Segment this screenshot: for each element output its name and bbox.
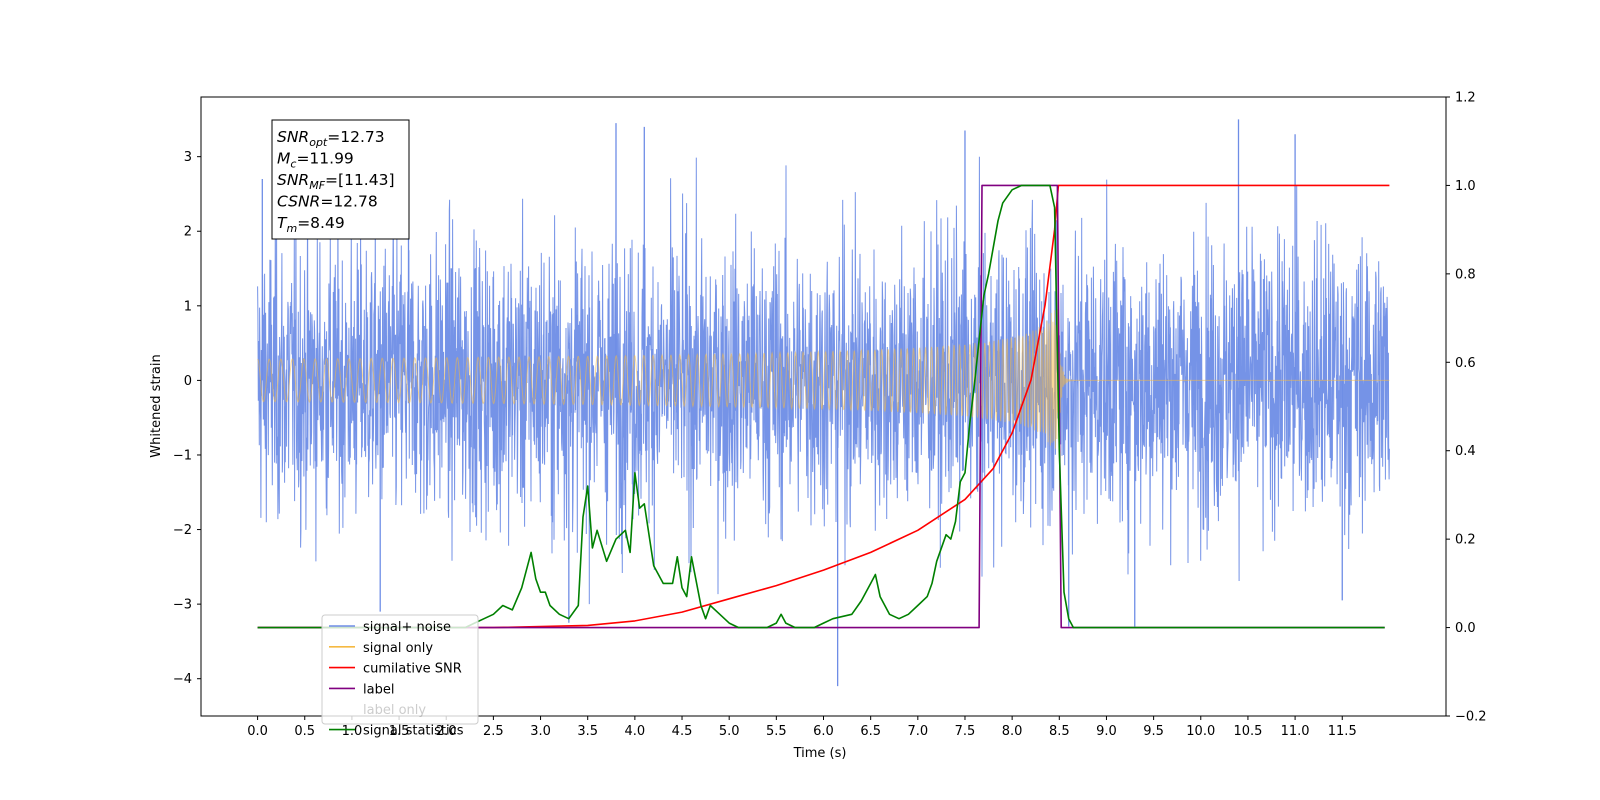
x-tick-label-19: 9.5 — [1143, 724, 1164, 739]
y2-tick-label-1: 0.0 — [1455, 621, 1476, 636]
x-tick-label-4: 2.0 — [436, 724, 457, 739]
x-tick-label-15: 7.5 — [955, 724, 976, 739]
x-tick-label-2: 1.0 — [342, 724, 363, 739]
x-tick-label-21: 10.5 — [1233, 724, 1262, 739]
y-tick-label-5: 1 — [184, 299, 192, 314]
series-signal-noise — [257, 119, 1390, 687]
y2-tick-label-7: 1.2 — [1455, 91, 1476, 106]
y2-tick-label-3: 0.4 — [1455, 444, 1476, 459]
x-tick-label-6: 3.0 — [530, 724, 551, 739]
y-tick-label-3: −1 — [173, 448, 192, 463]
x-tick-label-12: 6.0 — [813, 724, 834, 739]
y2-tick-label-2: 0.2 — [1455, 533, 1476, 548]
y-tick-label-1: −3 — [173, 598, 192, 613]
y-tick-label-7: 3 — [184, 150, 192, 165]
y-tick-label-0: −4 — [173, 672, 192, 687]
x-tick-label-3: 1.5 — [389, 724, 410, 739]
legend: signal+ noise signal only cumilative SNR la… — [321, 614, 479, 739]
x-tick-label-16: 8.0 — [1002, 724, 1023, 739]
legend-label-label: label — [363, 682, 394, 697]
y-tick-label-2: −2 — [173, 523, 192, 538]
x-tick-label-0: 0.0 — [247, 724, 268, 739]
y-axis-label: Whitened strain — [149, 354, 164, 457]
series-signal-noise-trace — [257, 156, 1390, 605]
legend-label-signal-statistics: signal statistics — [363, 724, 464, 739]
y2-tick-label-6: 1.0 — [1455, 179, 1476, 194]
axes-layer: 0.0 0.5 1.0 1.5 2.0 2.5 3.0 3.5 4.0 4.5 5.0 5.5 6.0 6… — [173, 91, 1487, 740]
series-layer — [257, 119, 1390, 687]
annotation-box: SNRopt=12.73Mc=11.99SNRMF=[11.43]CSNR=12… — [271, 119, 410, 240]
series-signal-only — [257, 309, 1390, 449]
x-tick-label-7: 3.5 — [577, 724, 598, 739]
y2-tick-label-0: −0.2 — [1455, 710, 1487, 725]
x-axis-label: Time (s) — [793, 746, 847, 761]
x-tick-label-9: 4.5 — [672, 724, 693, 739]
x-tick-label-17: 8.5 — [1049, 724, 1070, 739]
series-signal-statistics — [257, 184, 1385, 629]
annotation-line-4: Tm=8.49 — [277, 214, 345, 235]
x-tick-label-11: 5.5 — [766, 724, 787, 739]
x-tick-label-23: 11.5 — [1328, 724, 1357, 739]
legend-frame — [321, 614, 479, 725]
x-tick-label-18: 9.0 — [1096, 724, 1117, 739]
x-tick-label-8: 4.0 — [625, 724, 646, 739]
x-tick-label-13: 6.5 — [860, 724, 881, 739]
series-signal-only-trace — [257, 309, 1390, 449]
annotation-line-3: CSNR=12.78 — [277, 193, 378, 211]
x-tick-label-10: 5.0 — [719, 724, 740, 739]
legend-label-signal-only: signal only — [363, 641, 433, 656]
x-tick-label-22: 11.0 — [1281, 724, 1310, 739]
y-tick-label-6: 2 — [184, 225, 192, 240]
y2-tick-label-5: 0.8 — [1455, 267, 1476, 282]
annotation-line-0: SNRopt=12.73 — [277, 128, 385, 149]
y2-tick-label-4: 0.6 — [1455, 356, 1476, 371]
x-tick-label-20: 10.0 — [1186, 724, 1215, 739]
legend-label-signal-noise: signal+ noise — [363, 620, 451, 635]
x-tick-label-5: 2.5 — [483, 724, 504, 739]
x-tick-label-14: 7.0 — [907, 724, 928, 739]
series-cumilative-snr — [257, 184, 1390, 629]
annotation-line-1: Mc=11.99 — [277, 150, 354, 171]
annotation-line-2: SNRMF=[11.43] — [277, 171, 395, 192]
y-tick-label-4: 0 — [184, 374, 192, 389]
legend-label-label-only: label only — [363, 703, 426, 718]
annotation-frame — [271, 119, 410, 240]
legend-label-cumilative-snr: cumilative SNR — [363, 662, 462, 677]
x-tick-label-1: 0.5 — [294, 724, 315, 739]
